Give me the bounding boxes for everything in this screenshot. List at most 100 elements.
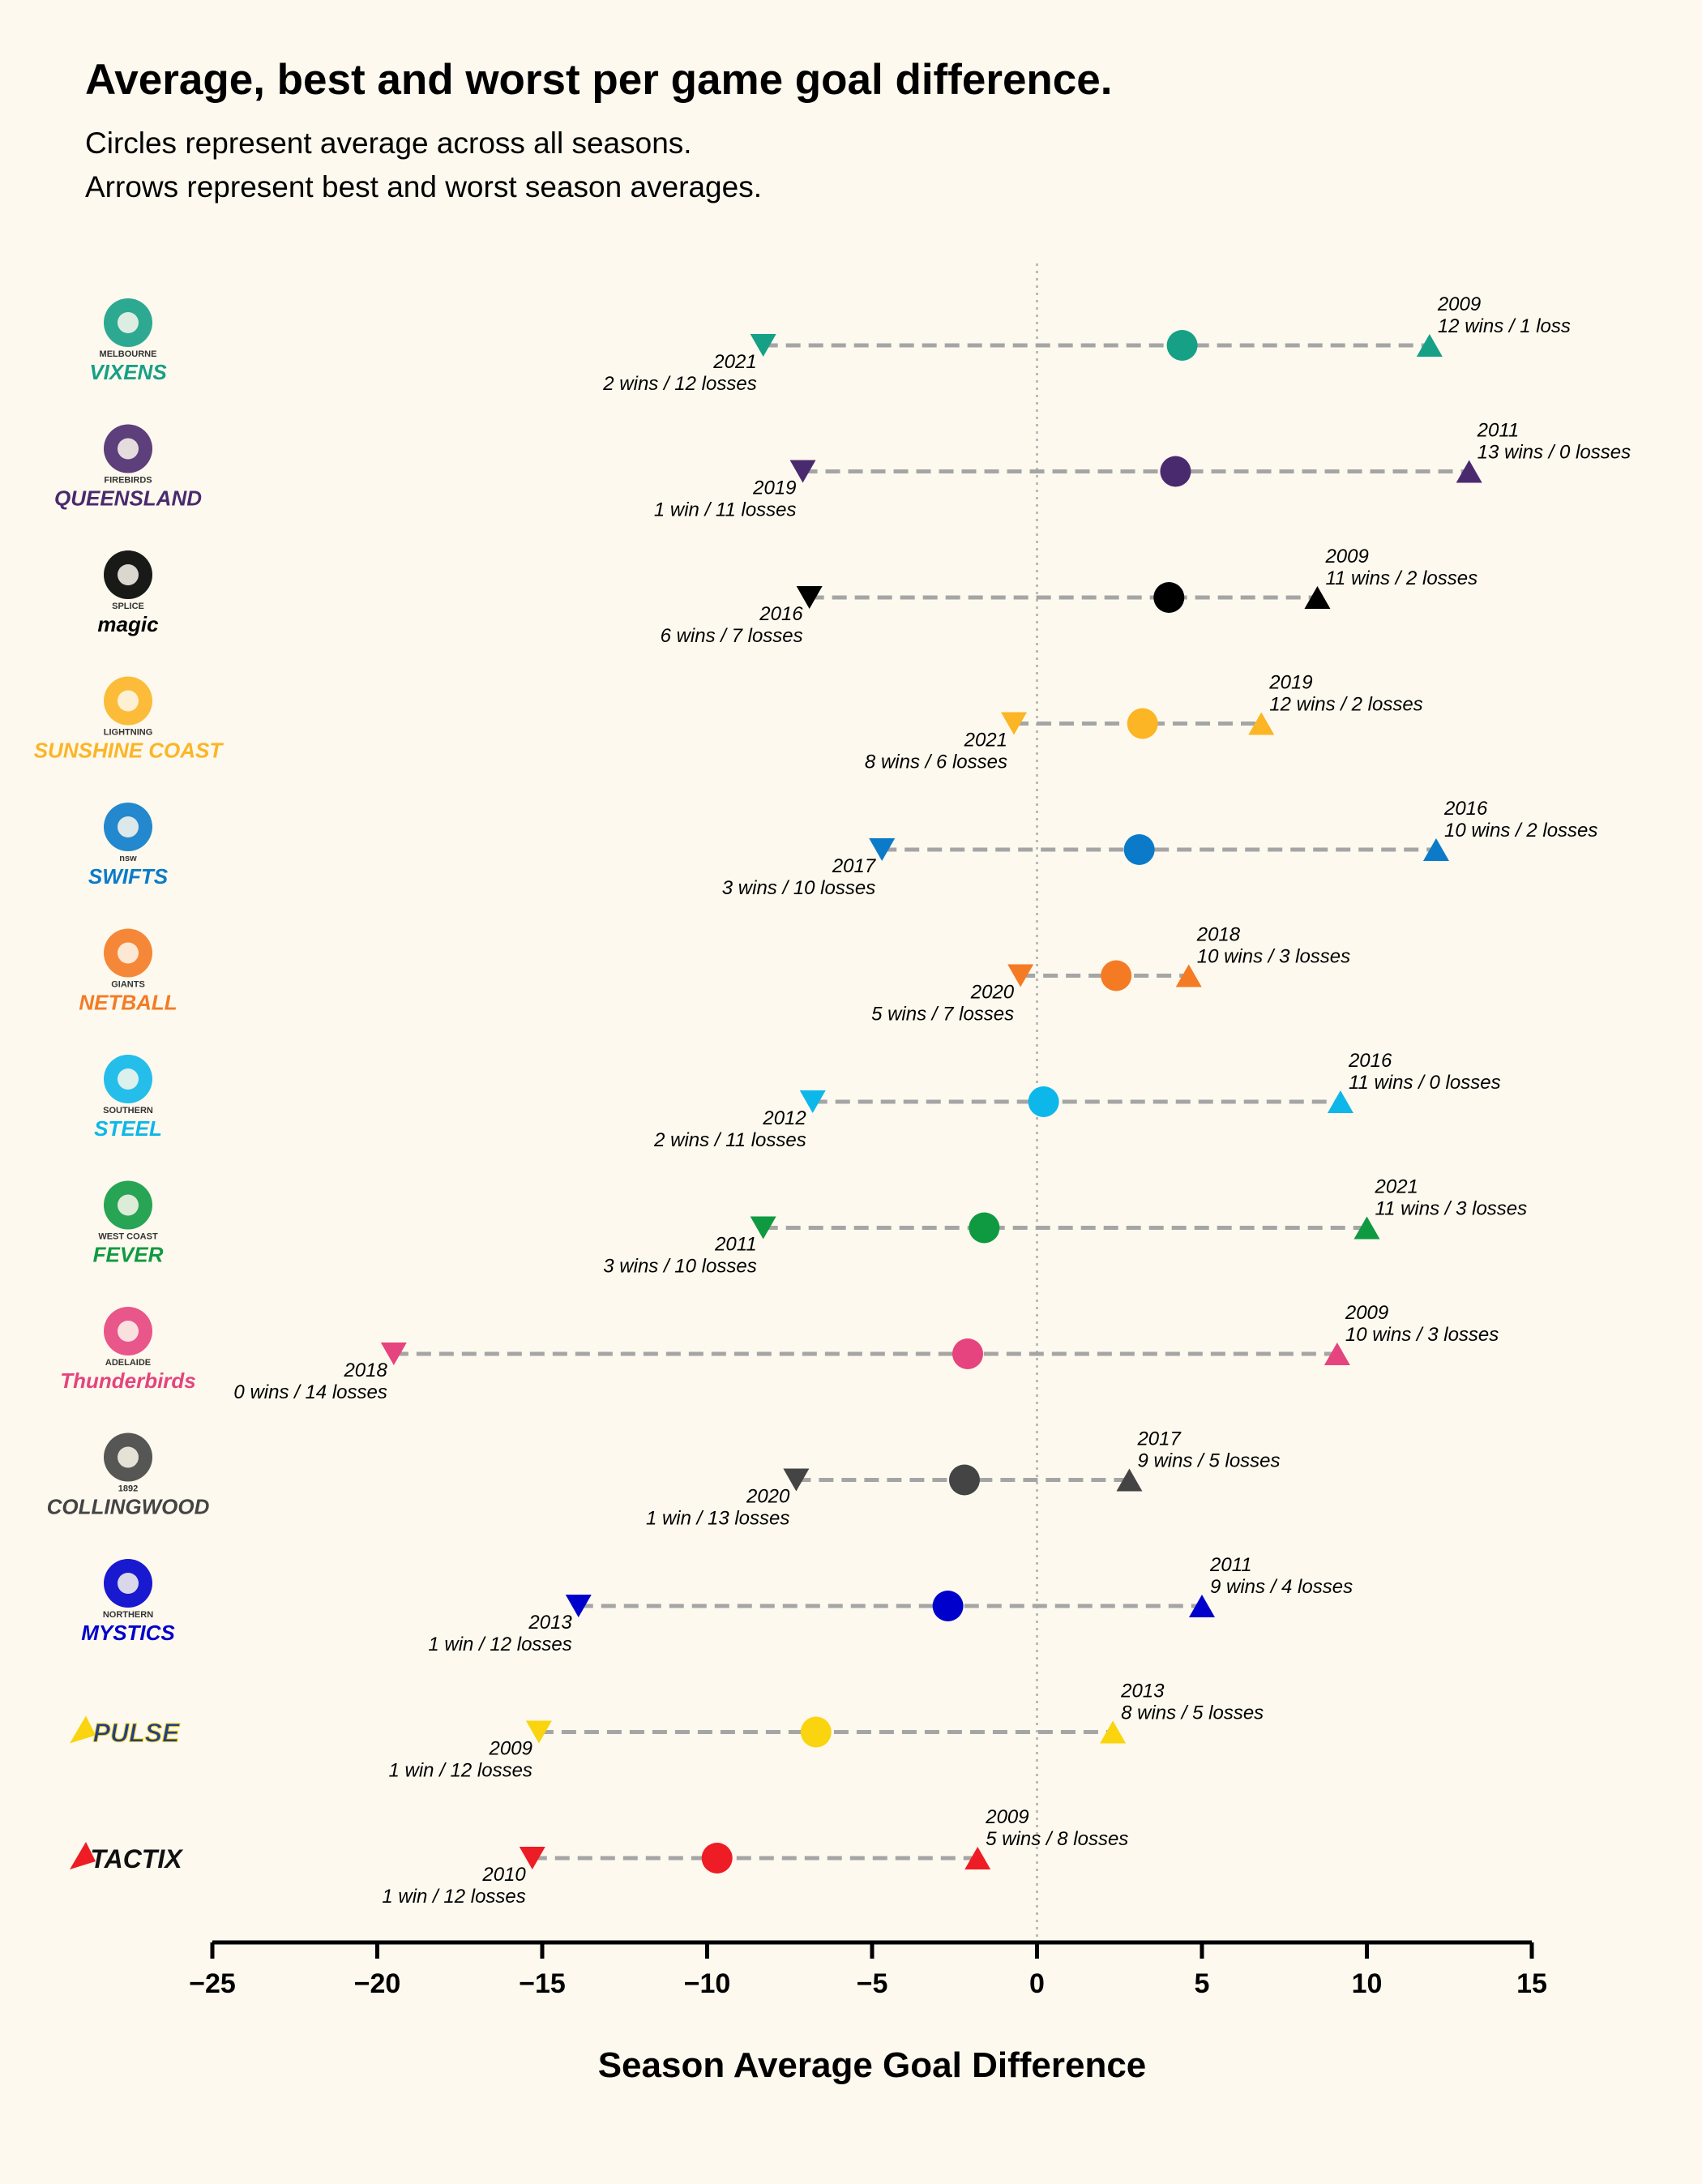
worst-season-record: 1 win / 12 losses bbox=[382, 1886, 525, 1908]
logo-shape bbox=[70, 1715, 96, 1744]
best-season-marker bbox=[1416, 334, 1443, 357]
logo-text-line-1: NORTHERN bbox=[103, 1610, 153, 1620]
logo-emblem-inner bbox=[118, 1194, 139, 1216]
best-season-marker bbox=[1327, 1090, 1353, 1113]
x-tick-label: 10 bbox=[1352, 1968, 1383, 1999]
best-season-year: 2009 bbox=[1437, 293, 1481, 315]
logo-emblem-inner bbox=[118, 1321, 139, 1342]
best-season-record: 13 wins / 0 losses bbox=[1477, 442, 1631, 464]
logo-text-line-2: MYSTICS bbox=[81, 1621, 175, 1645]
best-season-record: 11 wins / 0 losses bbox=[1349, 1072, 1501, 1094]
worst-season-marker bbox=[783, 1468, 810, 1492]
worst-season-marker bbox=[1007, 964, 1034, 987]
worst-season-marker bbox=[750, 334, 776, 357]
x-tick-label: −15 bbox=[519, 1968, 566, 1999]
logo-text-line-2: QUEENSLAND bbox=[54, 486, 202, 511]
best-season-record: 9 wins / 5 losses bbox=[1137, 1450, 1280, 1472]
magpie-icon bbox=[104, 1432, 152, 1482]
average-marker bbox=[948, 1464, 980, 1496]
worst-season-record: 3 wins / 10 losses bbox=[603, 1256, 756, 1278]
chart-subtitle-line-2: Arrows represent best and worst season a… bbox=[85, 170, 762, 203]
heart-icon bbox=[104, 550, 152, 599]
logo-emblem-inner bbox=[118, 312, 139, 333]
logo-text-line-2: FEVER bbox=[93, 1243, 164, 1267]
logo-emblem-inner bbox=[118, 942, 139, 964]
firebird-icon bbox=[104, 424, 152, 473]
worst-season-record: 6 wins / 7 losses bbox=[661, 625, 803, 647]
best-season-record: 8 wins / 5 losses bbox=[1121, 1702, 1264, 1724]
logo-text-line-2: NETBALL bbox=[79, 991, 177, 1015]
logo-shape bbox=[70, 1842, 96, 1869]
average-marker bbox=[1127, 708, 1158, 739]
logo-text-line-1: SPLICE bbox=[112, 602, 144, 611]
best-season-marker bbox=[1116, 1468, 1143, 1492]
logo-text-line-2: SUNSHINE COAST bbox=[34, 739, 225, 763]
best-season-year: 2021 bbox=[1375, 1176, 1418, 1198]
worst-season-marker bbox=[789, 460, 816, 483]
average-marker bbox=[1101, 960, 1132, 991]
average-marker bbox=[1153, 582, 1185, 613]
worst-season-marker bbox=[799, 1090, 826, 1113]
best-season-year: 2019 bbox=[1268, 672, 1312, 694]
best-season-marker bbox=[1175, 964, 1202, 987]
worst-season-year: 2010 bbox=[481, 1864, 526, 1886]
best-season-marker bbox=[1189, 1595, 1215, 1617]
x-tick-label: −20 bbox=[354, 1968, 401, 1999]
logo-emblem-inner bbox=[118, 564, 139, 585]
best-season-year: 2013 bbox=[1120, 1681, 1165, 1702]
best-season-record: 11 wins / 2 losses bbox=[1325, 567, 1477, 589]
logo-text-line-1: LIGHTNING bbox=[104, 728, 153, 738]
logo-text-line-1: 1892 bbox=[118, 1484, 138, 1494]
giants-g-icon bbox=[104, 928, 152, 978]
best-season-year: 2011 bbox=[1477, 420, 1520, 442]
worst-season-marker bbox=[796, 586, 823, 609]
best-season-year: 2011 bbox=[1209, 1554, 1252, 1576]
best-season-marker bbox=[1100, 1720, 1127, 1744]
logo-text-line-1: ADELAIDE bbox=[105, 1358, 151, 1368]
best-season-year: 2016 bbox=[1348, 1050, 1392, 1072]
chart-title: Average, best and worst per game goal di… bbox=[85, 56, 1113, 104]
logo-emblem-inner bbox=[118, 1446, 139, 1468]
best-season-record: 10 wins / 3 losses bbox=[1197, 946, 1350, 968]
x-tick-label: 15 bbox=[1516, 1968, 1547, 1999]
thunderbird-icon bbox=[104, 1307, 152, 1355]
best-season-marker bbox=[1422, 838, 1449, 861]
logo-emblem-inner bbox=[118, 1068, 139, 1090]
lightning-ball-icon bbox=[104, 676, 152, 726]
worst-season-year: 2021 bbox=[712, 351, 756, 373]
worst-season-year: 2013 bbox=[528, 1612, 572, 1634]
best-season-record: 11 wins / 3 losses bbox=[1375, 1198, 1528, 1220]
worst-season-year: 2009 bbox=[489, 1738, 532, 1760]
worst-season-year: 2012 bbox=[762, 1107, 806, 1129]
pulse-wave-icon bbox=[70, 1715, 96, 1744]
x-axis-label: Season Average Goal Difference bbox=[598, 2045, 1147, 2085]
worst-season-record: 2 wins / 11 losses bbox=[653, 1129, 806, 1151]
fox-icon bbox=[104, 298, 152, 347]
logo-text-line-1: FIREBIRDS bbox=[104, 476, 152, 486]
best-season-record: 5 wins / 8 losses bbox=[986, 1828, 1128, 1850]
average-marker bbox=[969, 1212, 1000, 1244]
logo-text-line-2: COLLINGWOOD bbox=[47, 1495, 210, 1519]
average-marker bbox=[701, 1843, 733, 1874]
worst-season-marker bbox=[565, 1595, 592, 1617]
worst-season-record: 2 wins / 12 losses bbox=[602, 373, 756, 395]
logo-text-line-2: Thunderbirds bbox=[60, 1368, 196, 1393]
best-season-year: 2016 bbox=[1443, 798, 1488, 820]
worst-season-year: 2020 bbox=[970, 982, 1015, 1004]
logo-text-line-2: STEEL bbox=[94, 1116, 162, 1141]
best-season-record: 9 wins / 4 losses bbox=[1210, 1576, 1353, 1598]
average-marker bbox=[1166, 330, 1198, 361]
worst-season-record: 5 wins / 7 losses bbox=[871, 1004, 1014, 1026]
best-season-year: 2017 bbox=[1136, 1428, 1182, 1450]
logo-text-line-1: nsw bbox=[119, 854, 137, 863]
